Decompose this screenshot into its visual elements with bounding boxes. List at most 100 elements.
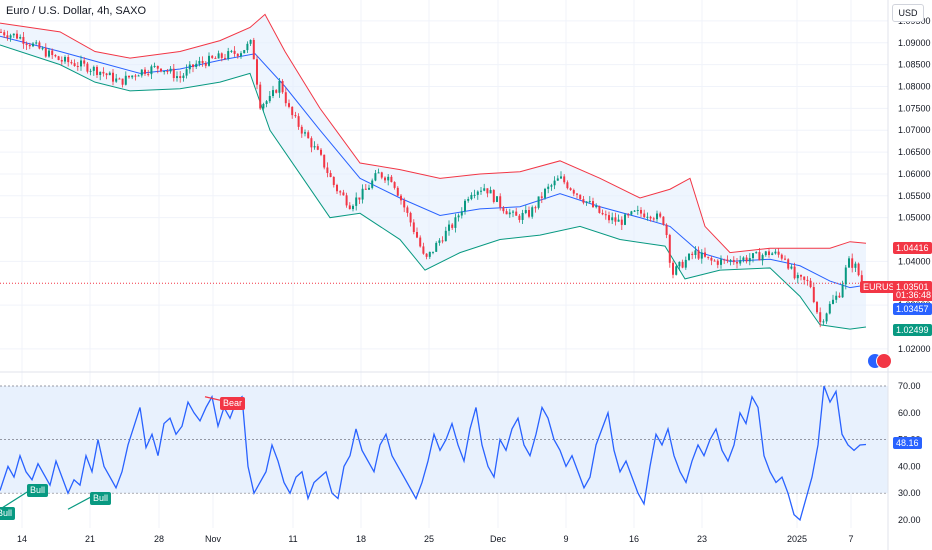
time-tick-label: 25: [424, 534, 434, 544]
candle-body: [294, 115, 297, 117]
rsi-tick-label: 70.00: [898, 381, 921, 391]
candle-body: [262, 104, 265, 109]
candle-body: [598, 206, 601, 213]
candle-body: [457, 215, 460, 218]
bull-signal-label[interactable]: Bull: [90, 492, 112, 505]
candle-body: [710, 257, 713, 261]
candle-body: [256, 59, 258, 85]
candle-body: [240, 53, 242, 57]
candle-body: [345, 195, 348, 206]
candle-body: [665, 224, 668, 236]
candle-body: [67, 56, 70, 63]
candle-body: [572, 190, 575, 194]
time-tick-label: 7: [848, 534, 853, 544]
candle-body: [627, 214, 630, 216]
bollinger-bands: [0, 13, 888, 330]
candle-body: [688, 253, 690, 260]
candle-body: [422, 246, 425, 254]
countdown-tag: 01:36:48: [893, 290, 932, 301]
candle-body: [841, 284, 844, 298]
candle-body: [131, 75, 134, 78]
candle-body: [668, 235, 671, 263]
candle-body: [656, 213, 658, 220]
candle-body: [92, 66, 95, 71]
candle-body: [406, 207, 409, 213]
candle-body: [102, 71, 105, 74]
candle-body: [582, 199, 585, 203]
candle-body: [227, 51, 230, 59]
candle-body: [451, 224, 454, 228]
candle-body: [646, 216, 649, 218]
candle-body: [608, 215, 610, 221]
candle-body: [726, 259, 729, 261]
events-flags[interactable]: [867, 353, 893, 369]
candle-body: [153, 65, 156, 67]
candle-body: [236, 53, 239, 57]
price-tick-label: 1.07500: [898, 103, 931, 113]
candle-body: [380, 172, 383, 178]
candle-body: [764, 251, 767, 256]
bull-signal-label[interactable]: Bull: [0, 507, 16, 520]
currency-selector[interactable]: USD: [892, 4, 924, 22]
candle-body: [22, 36, 25, 44]
candle-body: [3, 32, 6, 36]
price-tick-label: 1.09000: [898, 38, 931, 48]
candle-body: [832, 299, 834, 304]
candle-body: [844, 267, 847, 285]
candle-body: [329, 173, 332, 177]
candle-body: [297, 116, 300, 127]
candle-body: [140, 69, 143, 76]
candle-body: [288, 103, 290, 107]
candle-body: [176, 76, 178, 79]
candle-body: [774, 251, 777, 254]
time-tick-label: 16: [629, 534, 639, 544]
time-tick-label: Dec: [490, 534, 507, 544]
bear-signal-label[interactable]: Bear: [220, 397, 246, 410]
candle-body: [838, 295, 841, 298]
candle-body: [51, 50, 54, 56]
candle-body: [768, 251, 770, 255]
candle-body: [473, 194, 476, 196]
candle-body: [560, 176, 562, 179]
candle-body: [326, 167, 329, 174]
candle-body: [649, 216, 652, 219]
bull-signal-label[interactable]: Bull: [27, 484, 49, 497]
candle-body: [246, 43, 249, 51]
candle-body: [169, 68, 172, 72]
candle-body: [118, 78, 121, 80]
candle-body: [348, 205, 351, 210]
candle-body: [83, 60, 86, 64]
candle-body: [720, 259, 722, 265]
candle-body: [691, 253, 694, 255]
candle-body: [70, 62, 73, 64]
candle-body: [752, 253, 754, 259]
candle-body: [595, 206, 598, 208]
candle-body: [675, 266, 678, 275]
middle-band-price-tag: 1.03457: [893, 303, 932, 315]
candle-body: [336, 184, 338, 192]
candle-body: [531, 207, 534, 217]
time-tick-label: 11: [288, 534, 297, 544]
candle-body: [489, 190, 492, 194]
candle-body: [723, 259, 726, 261]
candle-body: [278, 81, 281, 93]
candle-body: [121, 78, 124, 85]
candle-body: [438, 240, 441, 243]
middle-band-line: [0, 35, 867, 289]
candle-body: [342, 192, 345, 196]
candle-body: [172, 68, 175, 79]
candle-body: [387, 176, 390, 181]
candle-body: [211, 55, 214, 58]
candle-body: [816, 302, 818, 313]
candle-body: [694, 250, 697, 255]
candle-body: [115, 78, 118, 82]
candle-body: [662, 216, 665, 225]
candle-body: [400, 195, 402, 201]
candle-body: [198, 60, 201, 64]
candle-body: [652, 218, 655, 220]
lower-band-line: [0, 44, 867, 330]
candle-body: [393, 182, 396, 188]
candle-body: [620, 219, 623, 225]
